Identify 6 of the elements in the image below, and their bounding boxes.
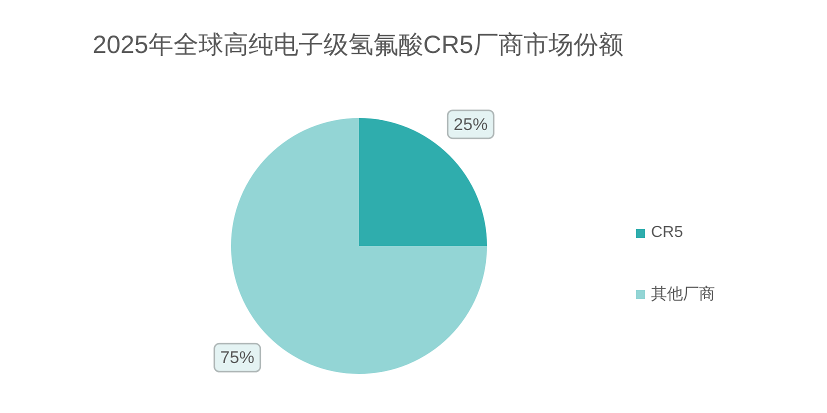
data-label: 75%: [220, 348, 254, 368]
legend-label: 其他厂商: [651, 284, 715, 304]
legend-label: CR5: [651, 224, 684, 242]
pie-slice: [359, 118, 487, 246]
chart-title: 2025年全球高纯电子级氢氟酸CR5厂商市场份额: [92, 30, 624, 61]
data-label: 25%: [454, 114, 488, 134]
